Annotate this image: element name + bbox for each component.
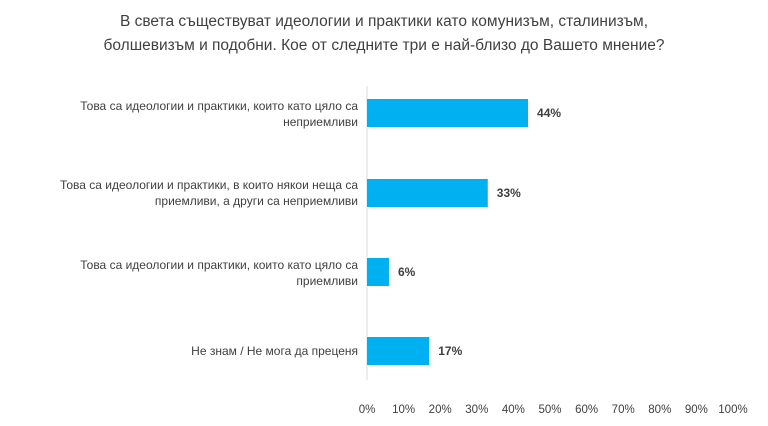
category-label-1: Това са идеологии и практики, които като… [18,98,358,130]
data-label-4: 17% [438,344,462,358]
bar-4 [367,337,430,365]
category-label-1-line-1: Това са идеологии и практики, които като… [80,99,358,113]
category-label-3-line-2: приемливи [296,274,358,288]
data-label-1: 44% [537,106,561,120]
category-label-3-line-1: Това са идеологии и практики, които като… [80,258,358,272]
x-tick-label-7: 70% [612,404,635,416]
x-tick-label-8: 80% [648,404,671,416]
bar-3 [367,258,389,286]
x-tick-label-6: 60% [575,404,598,416]
category-label-4: Не знам / Не мога да преценя [18,343,358,359]
data-label-3: 6% [398,265,416,279]
x-tick-label-3: 30% [465,404,488,416]
category-label-3: Това са идеологии и практики, които като… [18,257,358,289]
bar-1 [367,99,529,127]
x-tick-label-1: 10% [392,404,415,416]
x-tick-label-9: 90% [685,404,708,416]
category-label-2-line-1: Това са идеологии и практики, в които ня… [59,178,358,192]
chart-title-line-2: болшевизъм и подобни. Кое от следните тр… [103,37,665,54]
category-label-2: Това са идеологии и практики, в които ня… [18,177,358,209]
chart-title-line-1: В света съществуват идеологии и практики… [119,13,649,30]
chart-title: В света съществуват идеологии и практики… [60,10,708,58]
x-tick-label-2: 20% [429,404,452,416]
category-label-2-line-2: приемливи, а други са неприемливи [154,194,358,208]
data-label-2: 33% [497,186,521,200]
x-tick-label-5: 50% [538,404,561,416]
bar-2 [367,179,488,207]
category-label-1-line-2: неприемливи [283,115,358,129]
x-tick-label-0: 0% [359,404,376,416]
x-tick-label-10: 100% [718,404,747,416]
category-label-4-line-1: Не знам / Не мога да преценя [191,344,358,358]
x-tick-label-4: 40% [502,404,525,416]
